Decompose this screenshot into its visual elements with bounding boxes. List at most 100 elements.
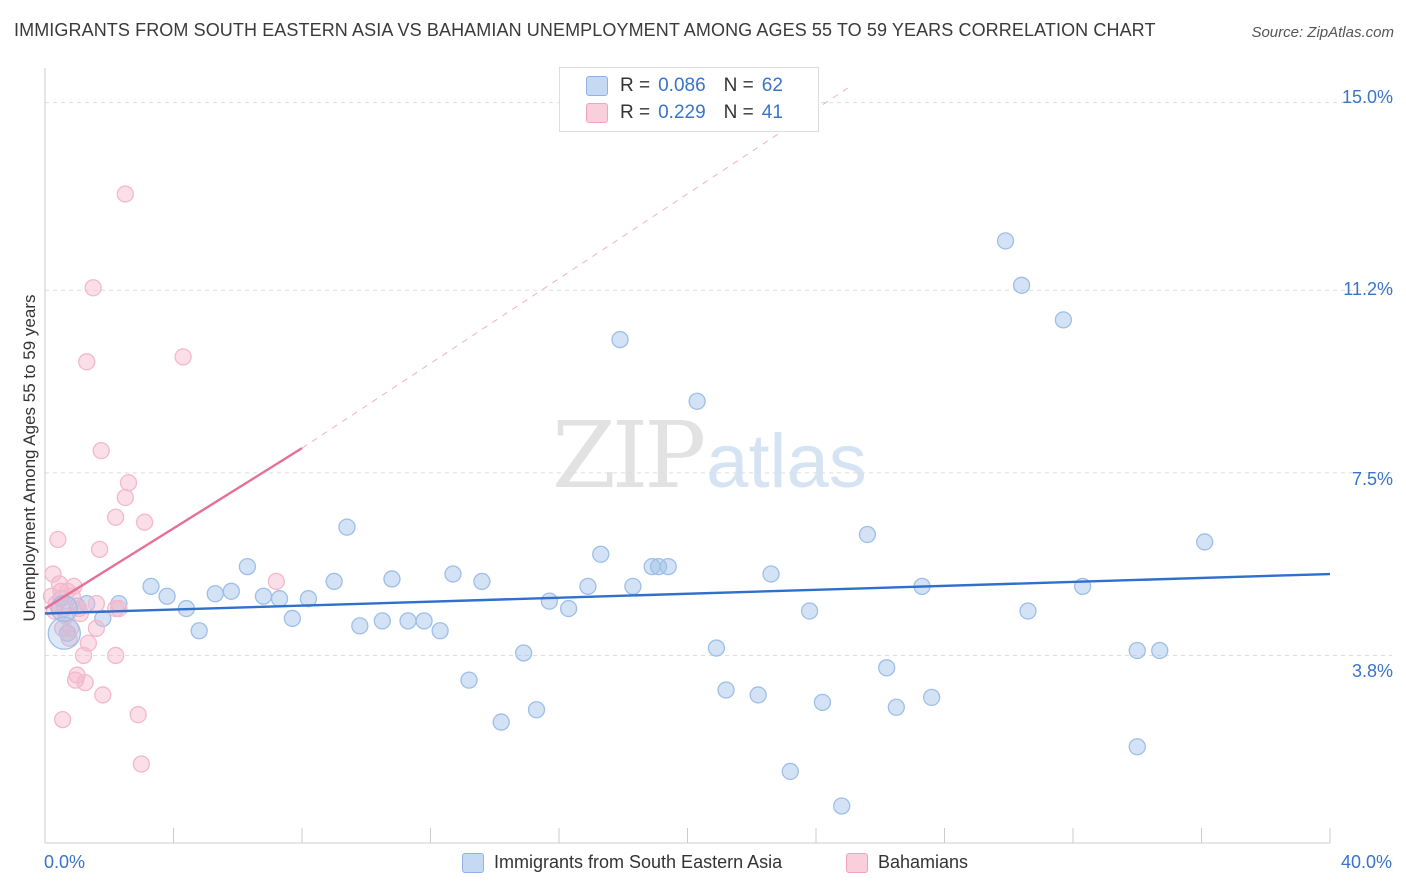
data-point	[132, 755, 151, 773]
legend-row-sea: R = 0.086 N = 62	[586, 74, 783, 98]
data-point	[749, 686, 767, 704]
series-swatch-sea	[462, 852, 484, 873]
data-point	[540, 592, 559, 610]
legend-r-label: R =	[620, 75, 651, 96]
data-point	[90, 540, 109, 558]
data-point	[79, 634, 98, 652]
y-tick-label-11-2: 11.2%	[1343, 279, 1393, 299]
data-point	[659, 557, 677, 576]
data-point	[94, 609, 112, 628]
data-point	[492, 713, 510, 731]
data-point	[190, 622, 208, 640]
data-point	[54, 710, 72, 729]
data-point	[119, 474, 138, 492]
data-point	[399, 612, 417, 630]
data-point	[383, 570, 401, 588]
watermark-atlas: atlas	[706, 419, 867, 504]
data-point	[270, 590, 289, 608]
series-legend-bahamians: Bahamians	[846, 852, 968, 873]
data-point	[1054, 311, 1073, 329]
data-point	[1128, 738, 1146, 756]
data-point	[431, 622, 449, 640]
data-point	[707, 639, 726, 657]
data-point	[373, 612, 391, 630]
data-point	[649, 557, 668, 576]
y-axis-label: Unemployment Among Ages 55 to 59 years	[20, 294, 39, 622]
legend-row-bahamians: R = 0.229 N = 41	[586, 101, 783, 125]
watermark: ZIPatlas	[552, 402, 867, 509]
data-point	[592, 545, 610, 563]
data-point	[1151, 641, 1169, 660]
legend-r-value: 0.086	[658, 75, 706, 96]
watermark-zip: ZIP	[552, 402, 706, 509]
data-point	[76, 673, 94, 692]
x-tick-label-max: 40.0%	[1340, 852, 1392, 872]
data-point	[878, 659, 896, 677]
data-point	[415, 612, 433, 630]
data-point	[44, 565, 62, 583]
data-point-cluster	[47, 616, 81, 650]
data-point	[267, 572, 285, 591]
series-swatch-bahamians	[846, 852, 868, 873]
chart-title: IMMIGRANTS FROM SOUTH EASTERN ASIA VS BA…	[14, 20, 1156, 40]
data-point	[107, 508, 125, 526]
data-point	[238, 557, 257, 576]
data-point	[559, 599, 578, 618]
data-point	[116, 185, 134, 203]
data-point	[996, 232, 1015, 250]
legend-n-label: N =	[723, 102, 754, 123]
data-point	[325, 572, 343, 591]
series-label-sea: Immigrants from South Eastern Asia	[494, 852, 783, 872]
data-point	[515, 644, 533, 662]
data-point	[833, 797, 851, 815]
data-point	[1019, 602, 1037, 620]
data-point	[579, 577, 597, 596]
data-point	[460, 671, 478, 689]
data-point	[92, 441, 110, 460]
trend-extension-1	[301, 87, 849, 449]
data-point	[351, 617, 369, 635]
trend-line-1	[44, 447, 303, 610]
data-point	[781, 762, 799, 781]
data-point	[813, 693, 832, 711]
data-point	[129, 706, 147, 724]
trend-line-0	[44, 572, 1331, 615]
data-point	[94, 686, 112, 704]
data-point	[800, 602, 819, 620]
legend-swatch-sea	[586, 76, 608, 96]
data-point	[338, 518, 356, 536]
correlation-legend: R = 0.086 N = 62 R = 0.229 N = 41	[559, 67, 819, 132]
series-legend-sea: Immigrants from South Eastern Asia	[462, 852, 782, 873]
data-point	[1196, 533, 1214, 551]
data-point	[688, 392, 706, 410]
data-point	[87, 594, 106, 613]
data-point	[1012, 276, 1031, 294]
data-point	[299, 590, 318, 608]
data-point	[116, 488, 134, 507]
data-point	[762, 565, 780, 583]
legend-swatch-bahamians	[586, 103, 608, 123]
x-tick-label-min: 0.0%	[44, 852, 86, 872]
data-point	[473, 572, 491, 591]
data-point	[142, 577, 160, 596]
data-point	[717, 681, 735, 699]
data-point	[222, 582, 240, 600]
legend-r-value: 0.229	[658, 102, 706, 123]
data-point	[84, 279, 102, 297]
data-point	[254, 587, 273, 605]
y-tick-label-15-0: 15.0%	[1341, 87, 1393, 107]
data-point	[1128, 641, 1146, 660]
data-point	[923, 688, 941, 707]
data-point	[858, 525, 877, 544]
legend-r-label: R =	[620, 102, 651, 123]
data-point	[87, 619, 106, 637]
data-point	[78, 353, 96, 371]
data-point	[135, 513, 154, 531]
data-point	[624, 577, 642, 596]
data-point	[611, 330, 629, 349]
data-point	[158, 587, 176, 605]
y-tick-label-7-5: 7.5%	[1351, 469, 1393, 489]
series-label-bahamians: Bahamians	[878, 852, 969, 872]
legend-n-label: N =	[723, 75, 754, 96]
